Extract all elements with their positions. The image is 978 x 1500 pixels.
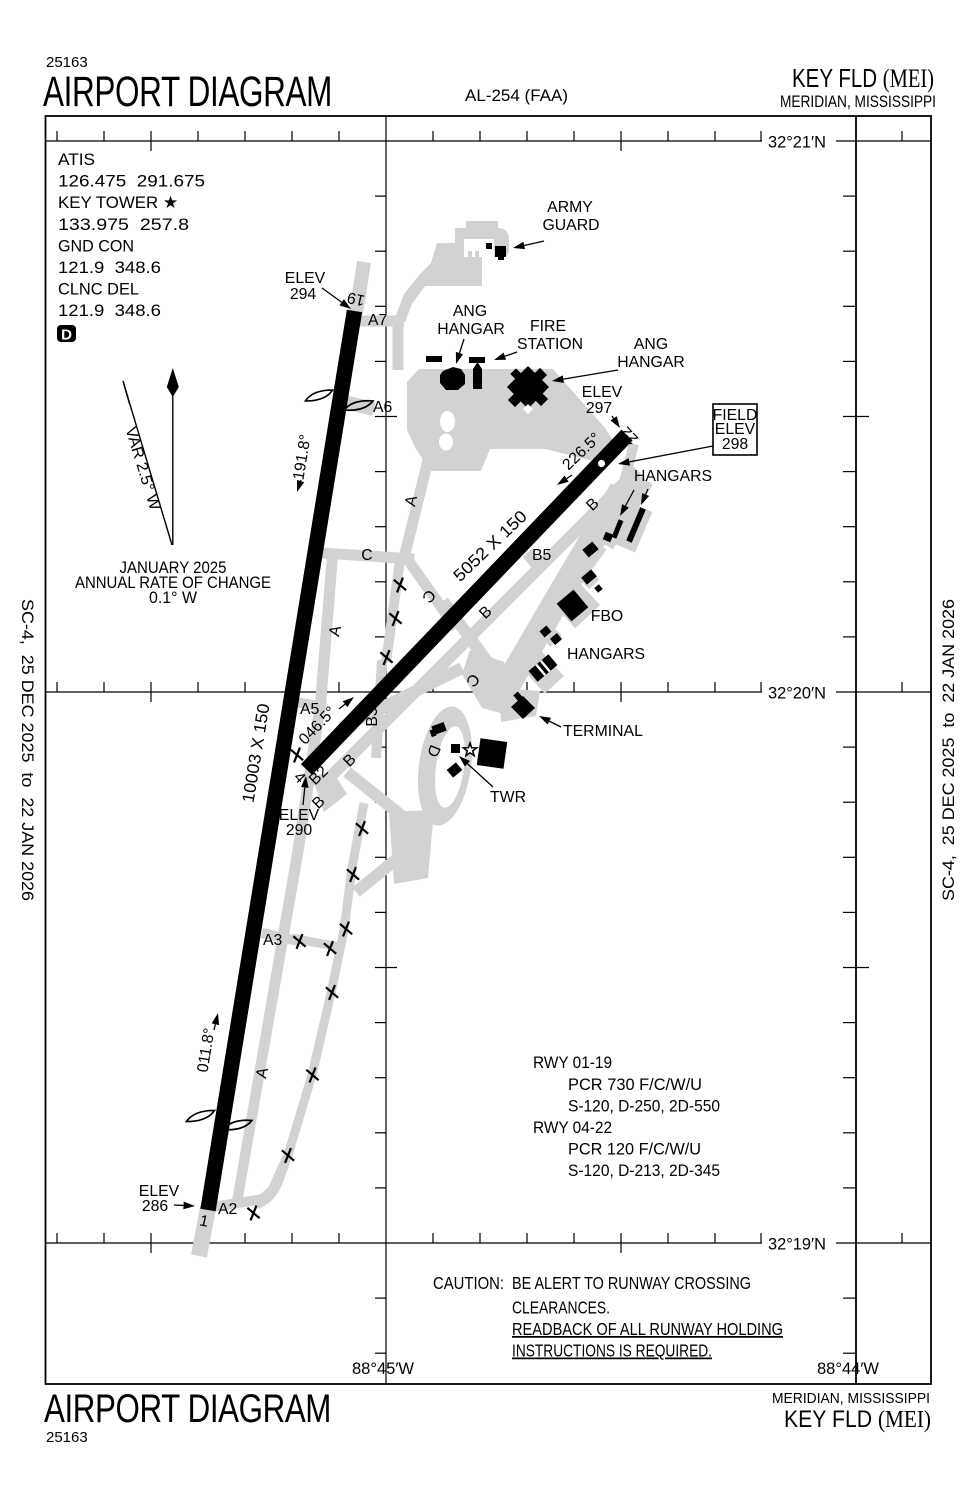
svg-text:290: 290 xyxy=(286,822,313,839)
svg-text:SC-4, 25 DEC 2025 to 22 JAN: SC-4, 25 DEC 2025 to 22 JAN 2026 xyxy=(18,599,36,901)
svg-text:AIRPORT DIAGRAM: AIRPORT DIAGRAM xyxy=(43,69,332,116)
svg-text:FBO: FBO xyxy=(591,608,623,625)
svg-text:ARMY: ARMY xyxy=(547,199,593,216)
svg-text:A2: A2 xyxy=(218,1201,237,1218)
svg-text:S-120, D-250, 2D-550: S-120, D-250, 2D-550 xyxy=(568,1097,720,1116)
svg-text:AL-254 (FAA): AL-254 (FAA) xyxy=(465,86,568,105)
svg-text:B5: B5 xyxy=(532,547,552,564)
svg-text:CAUTION:: CAUTION: xyxy=(433,1273,504,1293)
svg-text:PCR 730 F/C/W/U: PCR 730 F/C/W/U xyxy=(568,1075,702,1094)
svg-text:121.9 348.6: 121.9 348.6 xyxy=(58,258,161,277)
svg-text:286: 286 xyxy=(142,1198,169,1215)
svg-text:STATION: STATION xyxy=(517,336,583,353)
svg-text:A6: A6 xyxy=(373,399,393,416)
svg-text:297: 297 xyxy=(586,400,612,417)
svg-text:ANG: ANG xyxy=(634,336,668,353)
svg-text:ANNUAL RATE OF CHANGE: ANNUAL RATE OF CHANGE xyxy=(75,574,271,592)
svg-text:CLEARANCES.: CLEARANCES. xyxy=(512,1298,610,1318)
svg-text:D: D xyxy=(61,327,72,344)
svg-text:88°44′W: 88°44′W xyxy=(817,1360,879,1378)
svg-text:32°21′N: 32°21′N xyxy=(768,134,826,152)
svg-text:A: A xyxy=(402,494,421,508)
svg-text:FIELD: FIELD xyxy=(713,407,758,424)
svg-text:HANGARS: HANGARS xyxy=(634,468,712,485)
svg-text:CLNC DEL: CLNC DEL xyxy=(58,280,139,299)
svg-text:PCR 120 F/C/W/U: PCR 120 F/C/W/U xyxy=(568,1140,701,1159)
svg-text:ATIS: ATIS xyxy=(58,150,95,169)
svg-text:A: A xyxy=(253,1066,272,1080)
svg-text:MERIDIAN, MISSISSIPPI: MERIDIAN, MISSISSIPPI xyxy=(780,93,936,111)
svg-text:25163: 25163 xyxy=(46,1429,88,1446)
svg-text:A7: A7 xyxy=(368,312,387,329)
svg-text:READBACK OF ALL RUNWAY HOLDING: READBACK OF ALL RUNWAY HOLDING xyxy=(512,1319,783,1339)
svg-text:KEY TOWER ★: KEY TOWER ★ xyxy=(58,193,178,212)
svg-text:1: 1 xyxy=(198,1212,210,1230)
svg-text:KEY FLD (MEI): KEY FLD (MEI) xyxy=(792,63,934,93)
svg-text:ANG: ANG xyxy=(453,303,487,320)
svg-text:A: A xyxy=(326,624,345,638)
svg-text:ELEV: ELEV xyxy=(279,807,320,824)
svg-text:TERMINAL: TERMINAL xyxy=(563,723,643,740)
svg-text:C: C xyxy=(361,547,372,564)
svg-text:19: 19 xyxy=(345,288,366,308)
svg-text:HANGAR: HANGAR xyxy=(617,354,685,371)
svg-text:133.975 257.8: 133.975 257.8 xyxy=(58,215,189,234)
svg-text:GUARD: GUARD xyxy=(542,217,599,234)
svg-text:ELEV: ELEV xyxy=(139,1183,180,1200)
svg-text:ELEV: ELEV xyxy=(582,384,623,401)
svg-text:HANGAR: HANGAR xyxy=(437,321,505,338)
svg-text:FIRE: FIRE xyxy=(530,318,566,335)
svg-text:AIRPORT DIAGRAM: AIRPORT DIAGRAM xyxy=(44,1387,331,1431)
svg-text:INSTRUCTIONS IS REQUIRED.: INSTRUCTIONS IS REQUIRED. xyxy=(512,1341,712,1361)
svg-text:BE ALERT TO RUNWAY CROSSING: BE ALERT TO RUNWAY CROSSING xyxy=(512,1273,751,1293)
svg-text:32°19′N: 32°19′N xyxy=(768,1236,826,1254)
svg-text:A3: A3 xyxy=(263,932,283,949)
svg-text:011.8°: 011.8° xyxy=(195,1027,219,1074)
svg-text:ELEV: ELEV xyxy=(715,421,756,438)
svg-text:0.1° W: 0.1° W xyxy=(149,589,197,607)
svg-text:KEY FLD (MEI): KEY FLD (MEI) xyxy=(784,1406,931,1433)
svg-text:A5: A5 xyxy=(300,701,320,718)
svg-text:32°20′N: 32°20′N xyxy=(768,685,826,703)
svg-text:298: 298 xyxy=(722,436,749,453)
svg-text:294: 294 xyxy=(290,286,317,303)
svg-text:25163: 25163 xyxy=(46,54,88,71)
svg-text:JANUARY 2025: JANUARY 2025 xyxy=(120,559,227,577)
svg-text:TWR: TWR xyxy=(490,789,526,806)
svg-text:RWY 04-22: RWY 04-22 xyxy=(533,1118,612,1137)
svg-text:88°45′W: 88°45′W xyxy=(352,1360,414,1378)
svg-text:126.475 291.675: 126.475 291.675 xyxy=(58,172,205,191)
svg-text:ELEV: ELEV xyxy=(285,270,326,287)
svg-text:SC-4, 25 DEC 2025 to 22 JAN: SC-4, 25 DEC 2025 to 22 JAN 2026 xyxy=(940,599,958,901)
svg-text:GND CON: GND CON xyxy=(58,236,134,255)
svg-text:121.9 348.6: 121.9 348.6 xyxy=(58,301,161,320)
svg-text:HANGARS: HANGARS xyxy=(567,646,645,663)
svg-text:B3: B3 xyxy=(364,707,381,727)
svg-text:MERIDIAN, MISSISSIPPI: MERIDIAN, MISSISSIPPI xyxy=(772,1390,930,1407)
svg-text:S-120, D-213, 2D-345: S-120, D-213, 2D-345 xyxy=(568,1161,720,1180)
svg-text:RWY 01-19: RWY 01-19 xyxy=(533,1053,612,1072)
